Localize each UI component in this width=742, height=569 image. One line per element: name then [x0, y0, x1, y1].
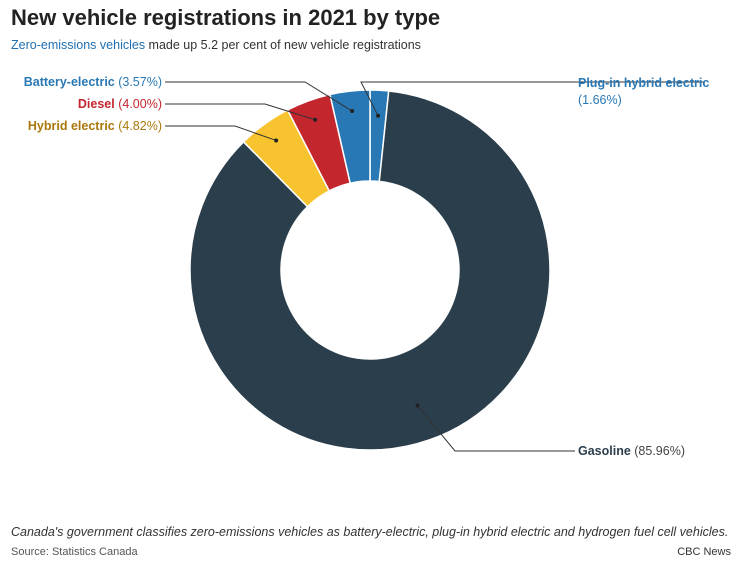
labels-group: Plug-in hybrid electric (1.66%) Gasoline (…	[24, 75, 710, 458]
leader-line-gasoline	[417, 405, 575, 452]
label-value: (4.00%)	[115, 97, 162, 111]
label-value: (1.66%)	[578, 93, 622, 107]
slice-battery-electric	[329, 89, 371, 185]
slice-gasoline	[189, 90, 551, 451]
label-name: Diesel	[78, 97, 115, 111]
leader-line-battery-electric	[165, 81, 353, 112]
label-plug-in-hybrid-electric: Plug-in hybrid electric (1.66%)	[578, 76, 709, 107]
leader-line-diesel	[165, 103, 316, 121]
leader-dot-hybrid-electric	[274, 138, 279, 143]
label-diesel: Diesel (4.00%)	[78, 97, 162, 111]
label-hybrid-electric: Hybrid electric (4.82%)	[28, 119, 162, 133]
subtitle-text: made up 5.2 per cent of new vehicle regi…	[145, 38, 421, 52]
leader-dot-plug-in-hybrid-electric	[376, 113, 381, 118]
subtitle-highlight: Zero-emissions vehicles	[11, 38, 146, 52]
label-name: Battery-electric	[24, 75, 115, 89]
source-text: Source: Statistics Canada	[11, 546, 138, 558]
leader-line-hybrid-electric	[165, 125, 277, 141]
label-battery-electric: Battery-electric (3.57%)	[24, 75, 162, 89]
chart-subtitle: Zero-emissions vehicles made up 5.2 per …	[11, 38, 421, 52]
credit-text: CBC News	[677, 546, 731, 558]
chart-title: New vehicle registrations in 2021 by typ…	[11, 5, 441, 30]
leader-dot-battery-electric	[350, 109, 355, 114]
slices-group	[189, 89, 551, 451]
label-name: Gasoline	[578, 444, 631, 458]
leader-dot-gasoline	[415, 403, 420, 408]
footnote: Canada's government classifies zero-emis…	[11, 525, 729, 539]
label-gasoline: Gasoline (85.96%)	[578, 444, 685, 458]
label-name: Hybrid electric	[28, 119, 115, 133]
label-value: (3.57%)	[115, 75, 162, 89]
label-name: Plug-in hybrid electric	[578, 76, 709, 90]
label-value: (85.96%)	[631, 444, 685, 458]
leader-line-plug-in-hybrid-electric	[360, 81, 705, 116]
label-value: (4.82%)	[115, 119, 162, 133]
leader-dot-diesel	[313, 117, 318, 122]
